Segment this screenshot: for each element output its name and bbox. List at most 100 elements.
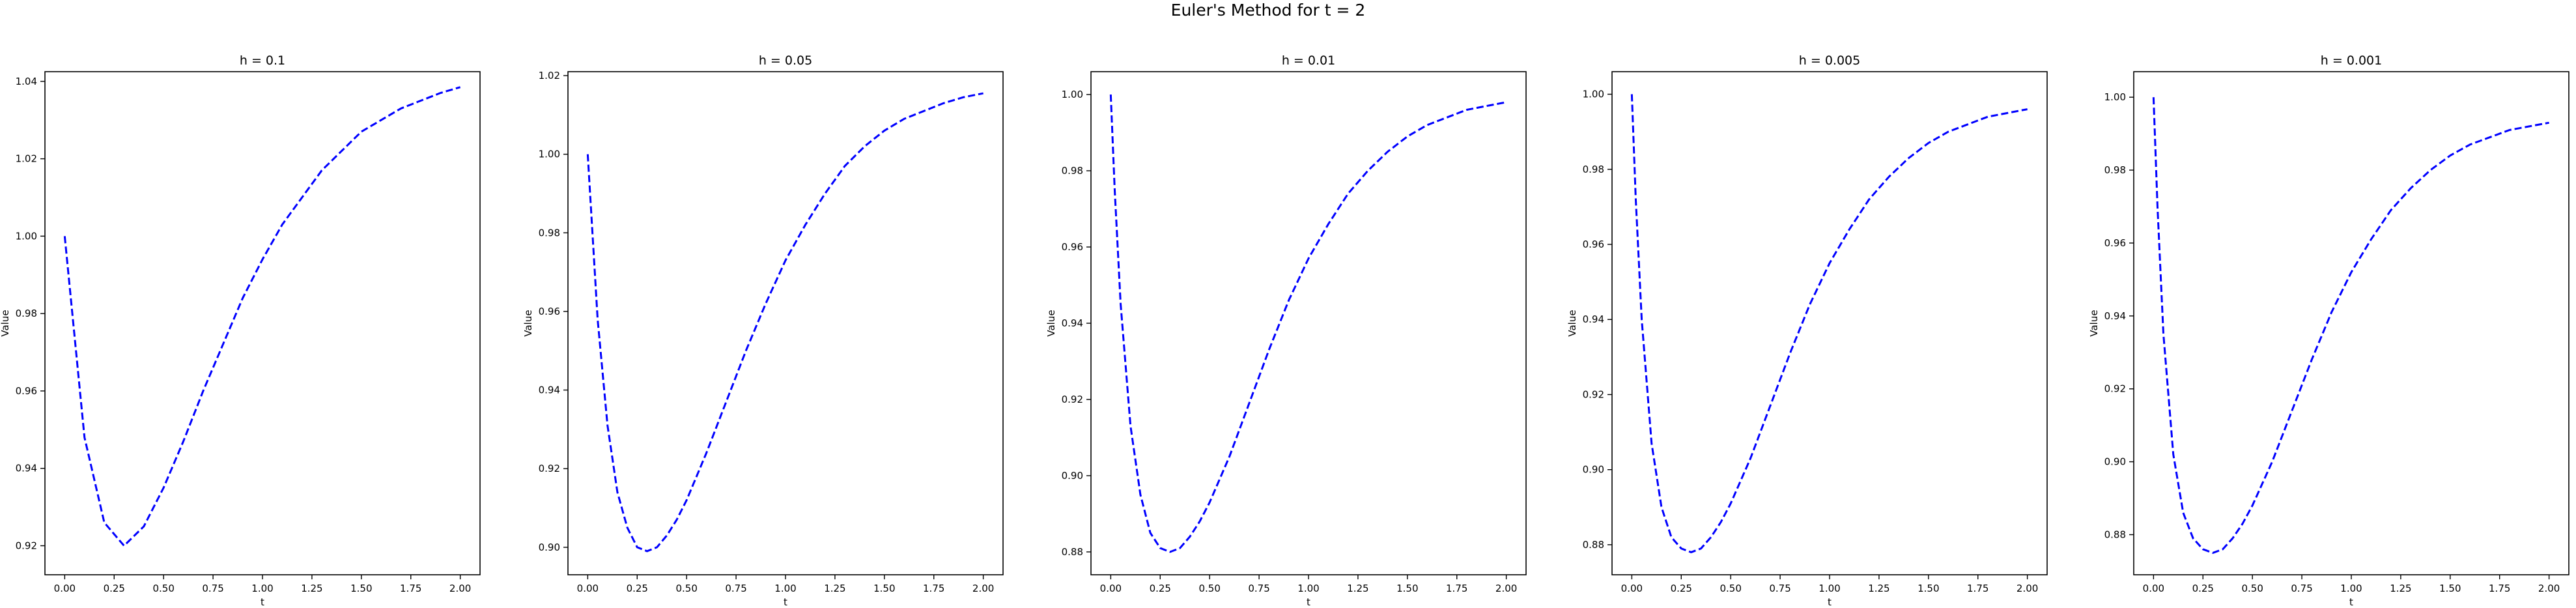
x-tick-label: 1.25 bbox=[2390, 583, 2411, 594]
y-tick-label: 0.98 bbox=[539, 227, 560, 239]
x-tick-label: 1.75 bbox=[2489, 583, 2510, 594]
x-tick-label: 0.75 bbox=[202, 583, 223, 594]
subplot-2: h = 0.05 0.00 0.25 0.50 0.75 1.00 1.25 1.50 1.75… bbox=[522, 53, 1004, 608]
y-axis-label: Value bbox=[1045, 310, 1057, 336]
y-tick-label: 0.98 bbox=[16, 308, 37, 319]
x-tick-label: 0.00 bbox=[1100, 583, 1122, 594]
y-tick-label: 1.02 bbox=[539, 70, 560, 81]
y-tick-label: 0.90 bbox=[1062, 470, 1083, 482]
y-tick-label: 0.96 bbox=[16, 385, 37, 397]
x-axis-label: t bbox=[784, 596, 787, 608]
x-tick-label: 0.00 bbox=[54, 583, 76, 594]
figure-suptitle: Euler's Method for t = 2 bbox=[1171, 1, 1366, 20]
x-tick-label: 1.25 bbox=[1868, 583, 1890, 594]
x-tick-label: 1.00 bbox=[1297, 583, 1319, 594]
y-tick-label: 0.94 bbox=[2104, 310, 2126, 322]
x-tick-label: 0.25 bbox=[1671, 583, 1692, 594]
subplot-title: h = 0.05 bbox=[759, 53, 812, 68]
series-line bbox=[1630, 94, 2028, 553]
x-axis-label: t bbox=[1307, 596, 1310, 608]
y-tick-label: 0.98 bbox=[1062, 165, 1083, 177]
subplot-title: h = 0.005 bbox=[1799, 53, 1860, 68]
x-tick-label: 0.75 bbox=[2291, 583, 2312, 594]
y-tick-label: 1.00 bbox=[16, 230, 37, 242]
x-tick-label: 0.00 bbox=[2143, 583, 2164, 594]
subplot-title: h = 0.001 bbox=[2321, 53, 2382, 68]
y-tick-label: 0.98 bbox=[2104, 164, 2126, 176]
y-tick-label: 0.92 bbox=[1583, 388, 1604, 400]
y-tick-label: 0.92 bbox=[2104, 383, 2126, 395]
y-tick-label: 0.98 bbox=[1583, 164, 1604, 175]
subplot-1: h = 0.1 0.00 0.25 0.50 0.75 1.00 1.25 1.50 1.75 2… bbox=[0, 53, 481, 608]
y-tick-label: 0.96 bbox=[1062, 241, 1083, 253]
x-tick-label: 1.00 bbox=[774, 583, 796, 594]
y-tick-label: 0.96 bbox=[539, 306, 560, 317]
y-tick-label: 0.94 bbox=[539, 384, 560, 396]
y-tick-label: 1.00 bbox=[539, 149, 560, 160]
y-axis-label: Value bbox=[2088, 310, 2100, 336]
y-tick-label: 0.96 bbox=[1583, 239, 1604, 250]
x-tick-label: 0.25 bbox=[2192, 583, 2214, 594]
x-tick-label: 0.75 bbox=[1769, 583, 1790, 594]
y-tick-label: 0.88 bbox=[1062, 546, 1083, 558]
subplot-3: h = 0.01 0.00 0.25 0.50 0.75 1.00 1.25 1.50 1.75… bbox=[1045, 53, 1527, 608]
series-line bbox=[586, 92, 984, 553]
x-tick-label: 0.50 bbox=[675, 583, 697, 594]
series-line bbox=[1109, 94, 1507, 553]
y-tick-label: 0.90 bbox=[539, 542, 560, 553]
x-tick-label: 1.25 bbox=[301, 583, 322, 594]
x-tick-label: 0.75 bbox=[725, 583, 746, 594]
y-axis-label: Value bbox=[0, 310, 11, 336]
x-tick-label: 0.50 bbox=[1720, 583, 1741, 594]
y-tick-label: 0.92 bbox=[1062, 394, 1083, 405]
y-tick-label: 1.00 bbox=[1062, 89, 1083, 100]
x-tick-label: 0.50 bbox=[2241, 583, 2263, 594]
x-tick-label: 1.50 bbox=[873, 583, 895, 594]
x-tick-label: 1.00 bbox=[251, 583, 273, 594]
x-tick-label: 2.00 bbox=[1495, 583, 1517, 594]
x-tick-label: 2.00 bbox=[2017, 583, 2038, 594]
y-axis-label: Value bbox=[1566, 310, 1578, 336]
x-tick-label: 1.00 bbox=[1819, 583, 1840, 594]
y-tick-label: 0.88 bbox=[2104, 528, 2126, 540]
y-tick-label: 1.04 bbox=[16, 76, 37, 87]
x-tick-label: 1.75 bbox=[400, 583, 421, 594]
x-tick-label: 1.50 bbox=[2439, 583, 2461, 594]
x-tick-label: 0.50 bbox=[1198, 583, 1220, 594]
y-tick-label: 0.88 bbox=[1583, 539, 1604, 551]
y-tick-label: 0.92 bbox=[16, 540, 37, 551]
subplot-title: h = 0.01 bbox=[1282, 53, 1335, 68]
y-tick-label: 1.00 bbox=[2104, 91, 2126, 103]
series-line bbox=[2152, 97, 2549, 554]
y-tick-label: 0.90 bbox=[1583, 464, 1604, 476]
y-tick-label: 0.94 bbox=[1062, 317, 1083, 329]
x-tick-label: 0.25 bbox=[1150, 583, 1171, 594]
y-tick-label: 0.96 bbox=[2104, 237, 2126, 249]
x-tick-label: 1.50 bbox=[1918, 583, 1939, 594]
y-tick-label: 0.94 bbox=[16, 463, 37, 474]
subplot-5: h = 0.001 0.00 0.25 0.50 0.75 1.00 1.25 1.50 1.7… bbox=[2088, 53, 2569, 608]
x-tick-label: 1.75 bbox=[1446, 583, 1467, 594]
y-tick-label: 1.00 bbox=[1583, 89, 1604, 100]
subplot-4: h = 0.005 0.00 0.25 0.50 0.75 1.00 1.25 1.50 1.7… bbox=[1566, 53, 2048, 608]
x-tick-label: 2.00 bbox=[449, 583, 471, 594]
x-tick-label: 1.75 bbox=[923, 583, 944, 594]
x-tick-label: 0.25 bbox=[104, 583, 125, 594]
y-tick-label: 0.90 bbox=[2104, 456, 2126, 468]
series-line bbox=[63, 86, 461, 547]
x-tick-label: 1.25 bbox=[824, 583, 845, 594]
y-tick-label: 1.02 bbox=[16, 153, 37, 165]
x-tick-label: 1.50 bbox=[1396, 583, 1418, 594]
y-tick-label: 0.92 bbox=[539, 463, 560, 474]
x-axis-label: t bbox=[1828, 596, 1832, 608]
x-tick-label: 0.25 bbox=[627, 583, 648, 594]
x-tick-label: 2.00 bbox=[972, 583, 994, 594]
subplot-title: h = 0.1 bbox=[240, 53, 285, 68]
x-axis-label: t bbox=[261, 596, 264, 608]
x-axis-label: t bbox=[2349, 596, 2353, 608]
y-axis-label: Value bbox=[522, 310, 534, 336]
x-tick-label: 0.50 bbox=[152, 583, 174, 594]
x-tick-label: 0.00 bbox=[1621, 583, 1643, 594]
